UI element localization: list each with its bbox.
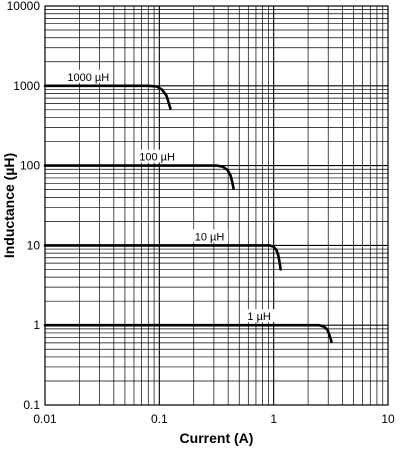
series-group — [43, 84, 333, 344]
y-tick-label: 0.1 — [23, 398, 40, 412]
series-label: 10 µH — [195, 231, 225, 243]
x-axis-title: Current (A) — [180, 430, 254, 446]
series-line — [43, 84, 172, 110]
series-label-background — [63, 69, 113, 83]
y-tick-label: 1000 — [13, 79, 40, 93]
y-tick-label: 10 — [27, 238, 41, 252]
series-labels: 1000 µH 100 µH 10 µH 1 µH — [63, 69, 275, 323]
series-label-background — [243, 309, 275, 323]
series-line — [43, 323, 333, 344]
series-line — [43, 244, 282, 271]
y-axis-title: Inductance (µH) — [1, 153, 17, 258]
plot-frame — [44, 5, 389, 406]
x-tick-label: 0.1 — [151, 412, 168, 426]
series-label: 100 µH — [139, 152, 175, 164]
x-tick-label: 10 — [381, 412, 395, 426]
x-tick-label: 1 — [270, 412, 277, 426]
y-tick-label: 100 — [20, 159, 40, 173]
y-tick-label: 1 — [33, 318, 40, 332]
series-label-background — [191, 229, 229, 243]
series-label-background — [135, 149, 179, 163]
series-line — [43, 164, 235, 190]
x-tick-label: 0.01 — [33, 412, 57, 426]
y-tick-label: 10000 — [7, 0, 41, 13]
chart-grid — [45, 6, 388, 405]
series-label: 1 µH — [247, 311, 271, 323]
series-label: 1000 µH — [67, 72, 109, 84]
